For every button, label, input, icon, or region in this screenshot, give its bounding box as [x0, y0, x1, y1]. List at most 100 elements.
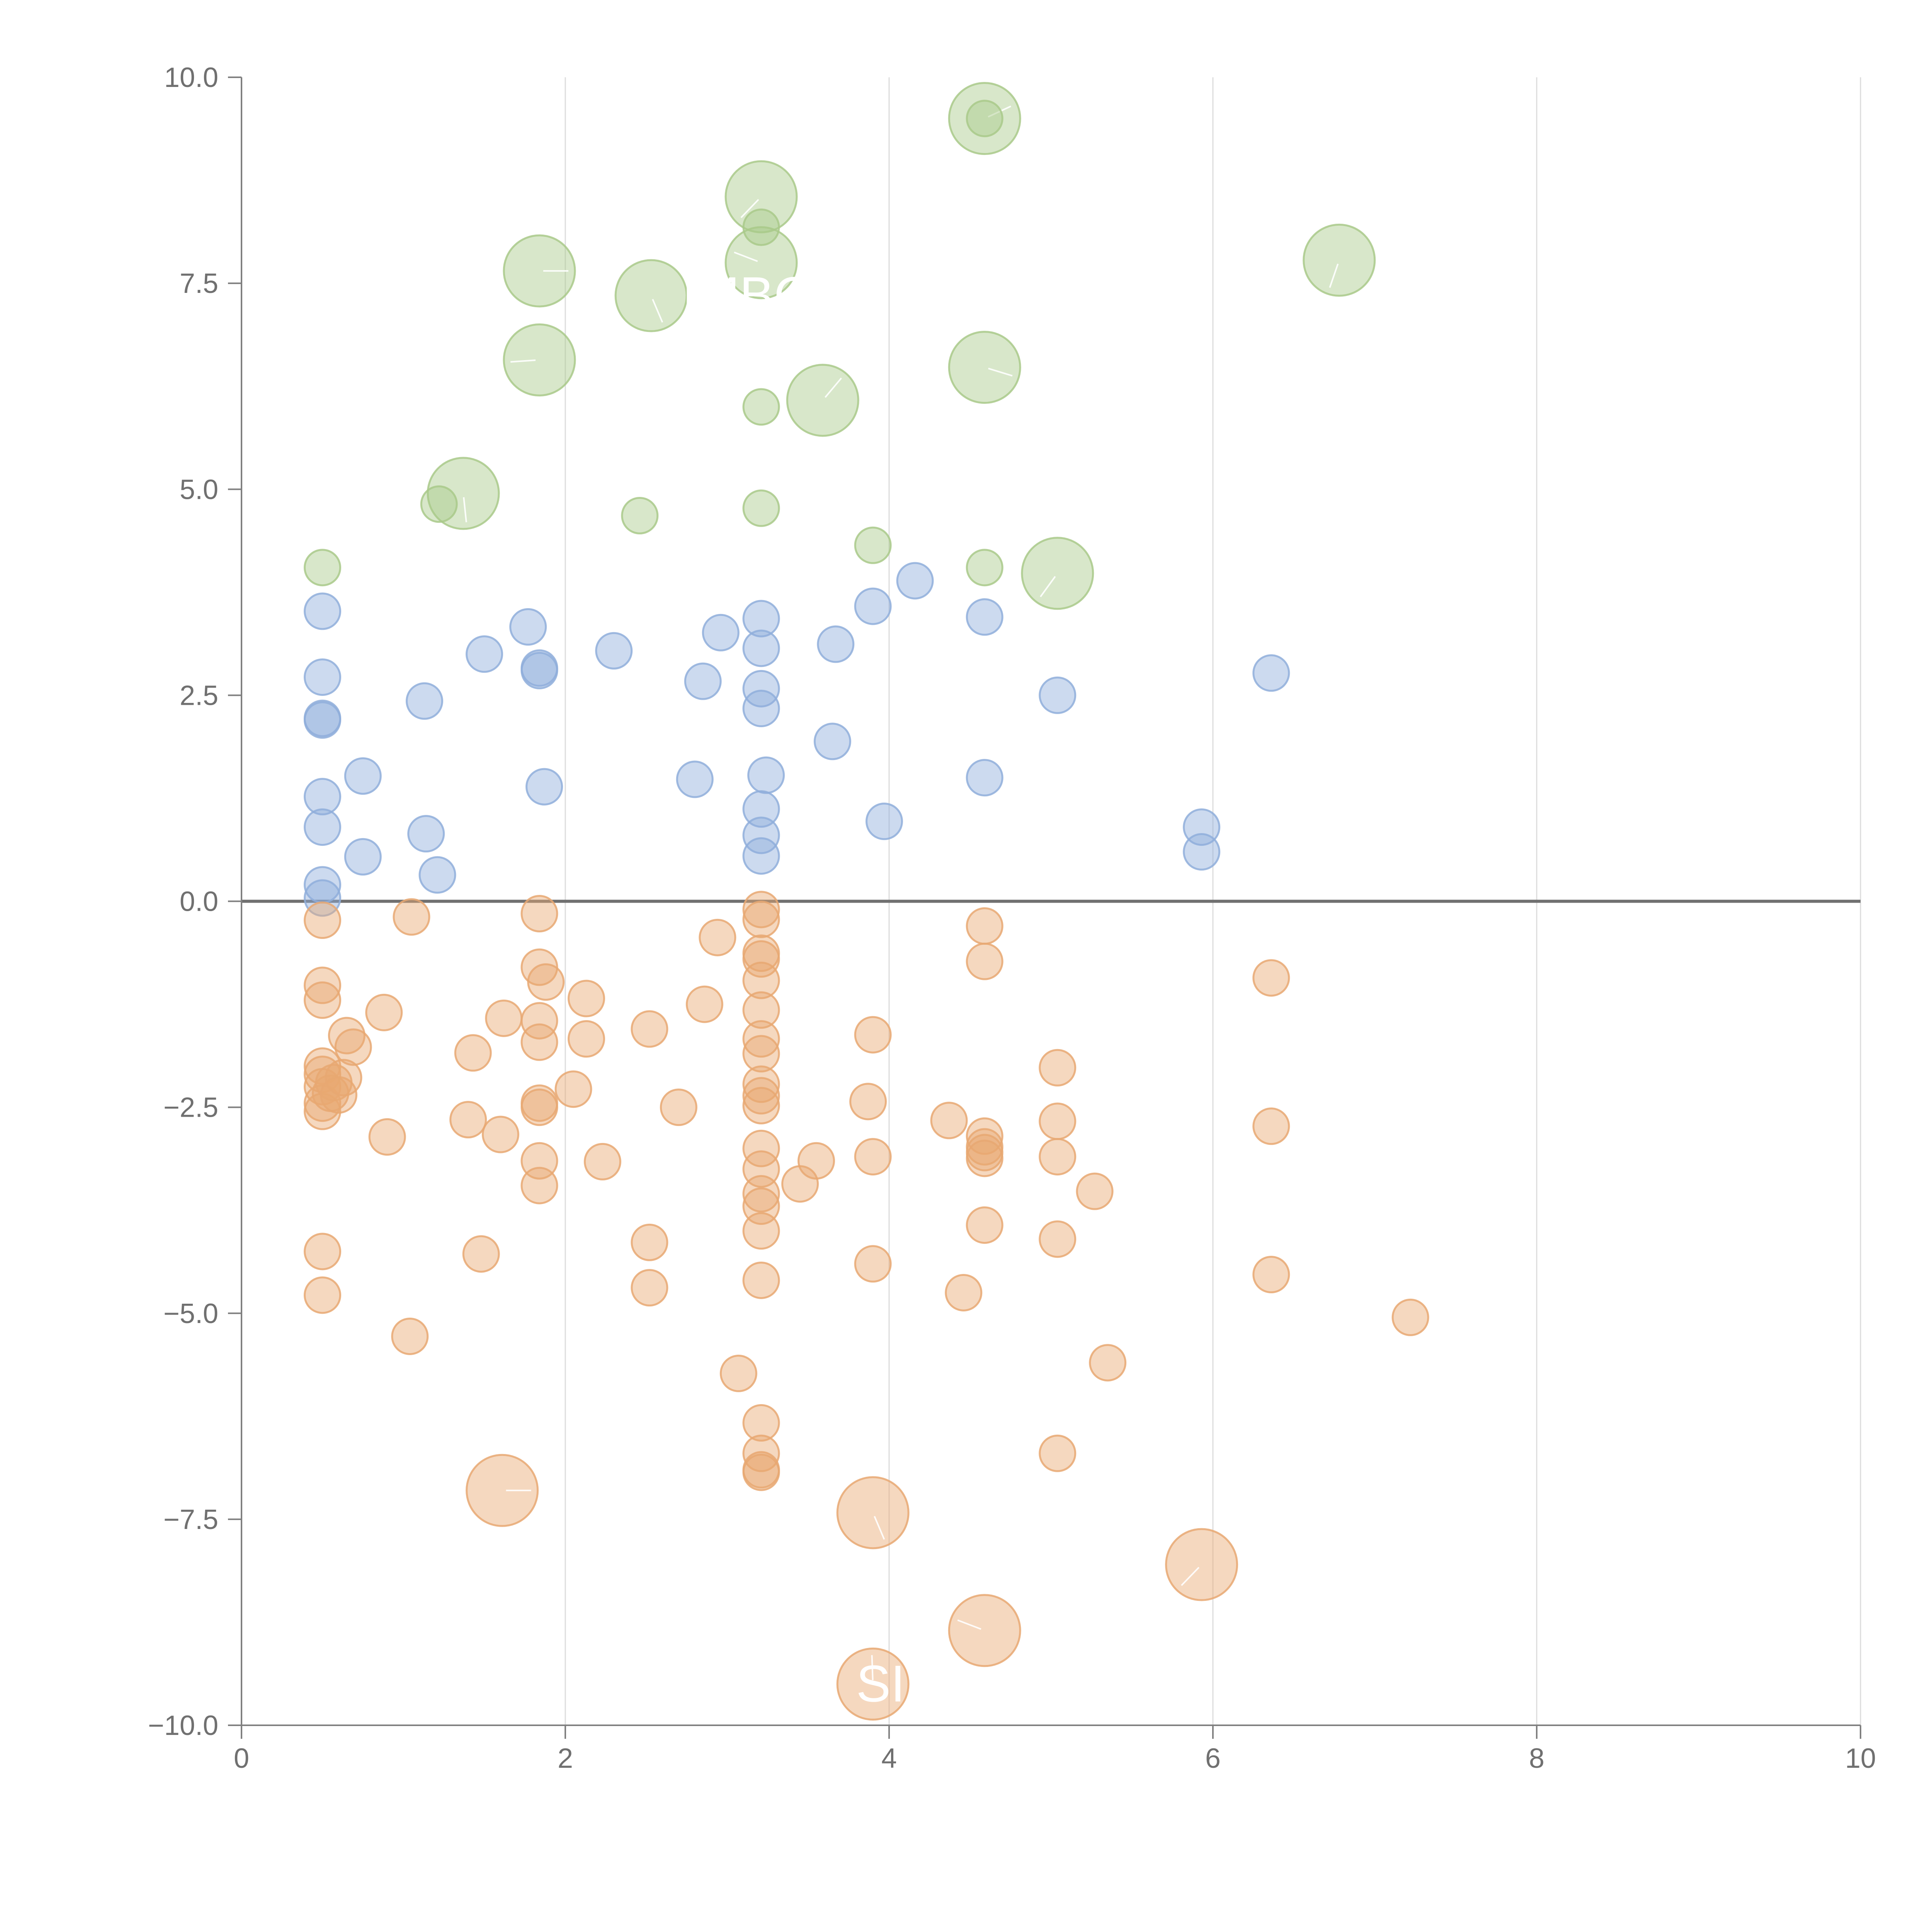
point-positive-11 [407, 815, 445, 853]
point-negative-29 [520, 1023, 558, 1061]
point-negative-63 [742, 1434, 780, 1472]
point-negative-89 [1252, 1107, 1290, 1145]
point-negative-83 [1039, 1138, 1077, 1176]
leader-line-strong-positive-7 [1329, 264, 1339, 288]
axes: −10.0 −7.5 −5.0 −2.5 0.0 2.5 5.0 7.5 10.0 0 2 4 6 8 10 [148, 62, 1876, 1774]
leader-line-strong-positive-5 [988, 105, 1012, 118]
point-negative-74 [966, 907, 1003, 945]
point-negative-88 [1252, 959, 1290, 997]
point-negative-7 [304, 1092, 341, 1130]
bubble-label-si: SI [856, 1655, 905, 1713]
point-negative-19 [391, 1317, 429, 1355]
point-negative-91 [1391, 1298, 1429, 1336]
point-negative-62 [742, 1404, 780, 1442]
y-tick-label-8: 10.0 [164, 62, 218, 93]
point-negative-18 [393, 898, 430, 936]
point-positive-40 [1252, 654, 1290, 692]
point-negative-75 [966, 942, 1003, 980]
x-tick-label-2: 4 [881, 1743, 897, 1774]
bubble-labels: IMBOX SI [682, 267, 905, 1713]
point-positive-33 [865, 803, 903, 840]
y-tick-label-7: 7.5 [180, 268, 218, 299]
point-positive-20 [684, 662, 722, 700]
point-negative-31 [520, 1088, 558, 1126]
point-negative-79 [966, 1139, 1003, 1177]
point-negative-71 [854, 1245, 892, 1283]
point-positive-19 [676, 760, 714, 798]
point-negative-15 [304, 1276, 341, 1314]
point-negative-34 [554, 1070, 592, 1108]
point-strong-negative-3 [948, 1594, 1021, 1667]
point-positive-13 [466, 635, 503, 673]
data-points [304, 82, 1429, 1721]
point-negative-38 [631, 1010, 668, 1048]
point-negative-39 [631, 1223, 668, 1261]
point-negative-35 [567, 980, 605, 1017]
x-tick-label-5: 10 [1845, 1743, 1876, 1774]
point-negative-76 [966, 1117, 1003, 1155]
point-negative-87 [1089, 1344, 1127, 1382]
x-tick-label-4: 8 [1529, 1743, 1544, 1774]
point-strong-positive-1 [614, 259, 688, 332]
point-strong-positive-19 [304, 549, 341, 587]
leader-line-strong-positive-1 [652, 299, 663, 323]
point-strong-negative-0 [466, 1454, 539, 1527]
point-strong-negative-1 [836, 1476, 910, 1549]
point-strong-positive-8 [503, 323, 576, 396]
point-negative-28 [520, 1002, 558, 1040]
leader-line-strong-positive-12 [463, 497, 467, 522]
point-negative-41 [660, 1088, 697, 1126]
point-negative-2 [304, 981, 341, 1019]
leader-line-strong-negative-3 [957, 1619, 981, 1630]
point-negative-54 [742, 1077, 780, 1115]
leader-line-strong-positive-2 [740, 199, 759, 218]
point-negative-36 [567, 1020, 605, 1058]
point-positive-29 [742, 837, 780, 875]
point-negative-25 [520, 895, 558, 932]
point-negative-84 [1039, 1220, 1077, 1258]
point-negative-58 [742, 1175, 780, 1213]
point-negative-69 [854, 1016, 892, 1054]
point-positive-5 [304, 808, 341, 846]
point-strong-positive-17 [966, 549, 1003, 587]
point-negative-11 [325, 1059, 362, 1097]
point-negative-56 [742, 1129, 780, 1167]
point-strong-negative-2 [1165, 1528, 1238, 1601]
point-strong-positive-5 [948, 82, 1021, 155]
point-negative-23 [481, 1116, 519, 1153]
point-negative-1 [304, 966, 341, 1004]
point-negative-20 [449, 1101, 487, 1139]
point-negative-46 [742, 900, 780, 938]
point-negative-61 [742, 1261, 780, 1299]
point-positive-35 [966, 598, 1003, 636]
point-negative-73 [945, 1274, 983, 1311]
point-positive-27 [742, 790, 780, 828]
point-positive-17 [526, 768, 563, 806]
point-positive-34 [896, 562, 934, 600]
point-positive-12 [418, 856, 456, 894]
point-negative-60 [742, 1212, 780, 1250]
x-tick-label-3: 6 [1205, 1743, 1221, 1774]
point-negative-45 [742, 891, 780, 929]
point-negative-90 [1252, 1256, 1290, 1294]
point-strong-positive-14 [621, 497, 659, 534]
point-strong-negative-4 [836, 1647, 910, 1721]
bubble-label-imbox: IMBOX [682, 267, 849, 324]
point-negative-43 [699, 918, 736, 956]
point-strong-positive-4 [742, 208, 780, 246]
point-strong-positive-12 [427, 457, 500, 530]
point-positive-37 [1039, 676, 1077, 714]
point-positive-0 [304, 592, 341, 630]
y-tick-label-5: 2.5 [180, 680, 218, 711]
point-negative-82 [1039, 1102, 1077, 1140]
point-negative-16 [365, 993, 403, 1031]
point-strong-positive-10 [786, 364, 859, 437]
point-positive-26 [747, 756, 785, 794]
leader-line-strong-positive-11 [988, 367, 1013, 377]
point-strong-positive-7 [1303, 223, 1376, 297]
leader-line-strong-positive-3 [734, 252, 758, 262]
point-negative-70 [854, 1138, 892, 1176]
point-negative-72 [930, 1102, 968, 1139]
point-strong-positive-15 [742, 489, 780, 527]
point-negative-53 [742, 1065, 780, 1103]
